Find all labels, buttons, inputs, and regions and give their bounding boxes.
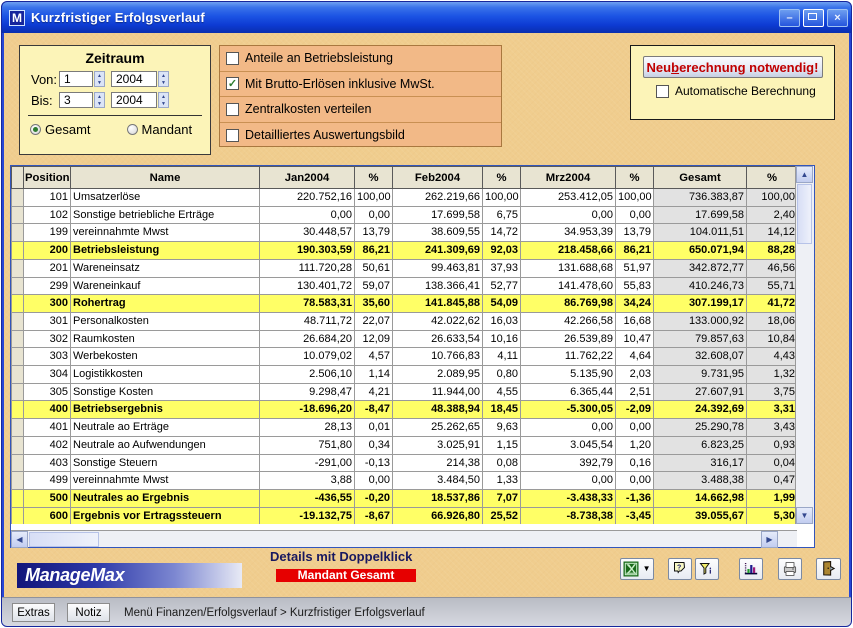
svg-text:?: ?	[677, 564, 681, 571]
